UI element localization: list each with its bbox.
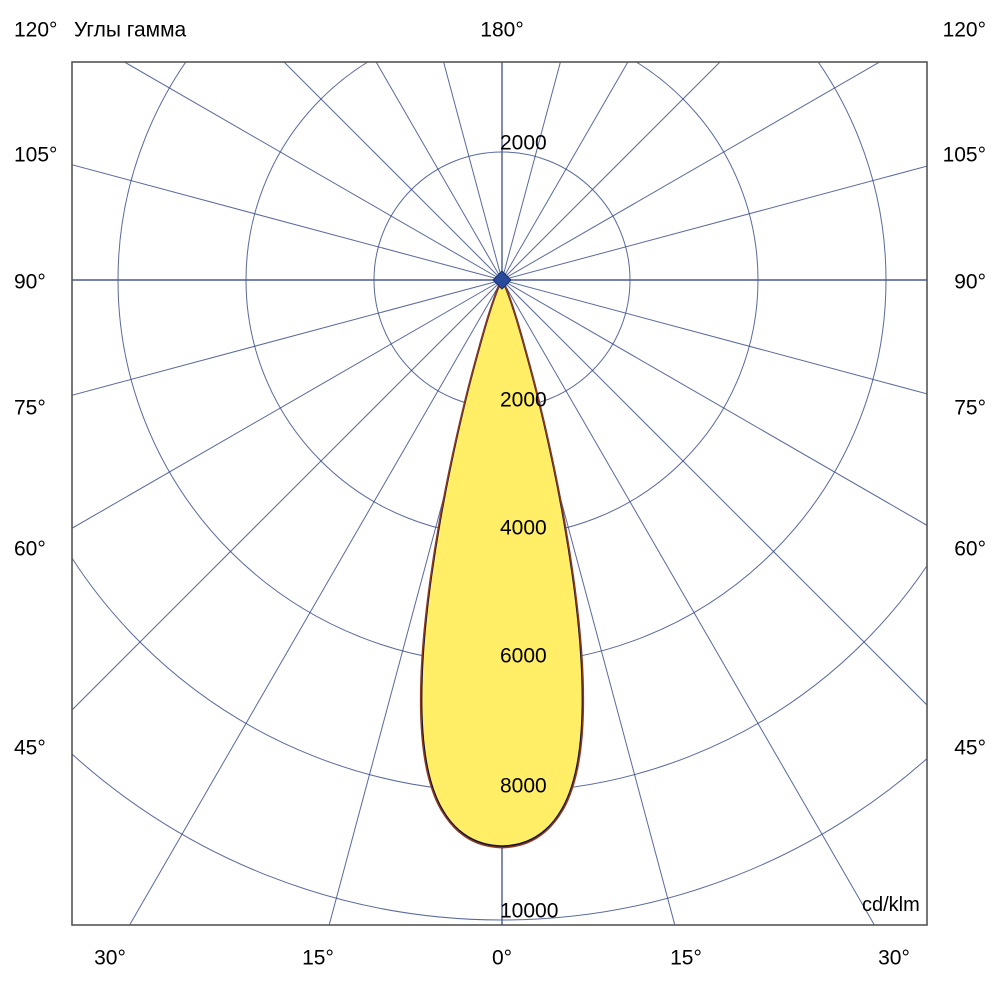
ring-label-2000-bottom: 2000 — [500, 388, 547, 412]
axis-label-bottom-30-left: 30° — [94, 946, 126, 970]
axis-label-left-60: 60° — [14, 537, 46, 561]
axis-label-right-105: 105° — [942, 143, 986, 167]
grid-spoke-210 — [129, 279, 503, 925]
axis-label-right-60: 60° — [954, 537, 986, 561]
ring-label-6000: 6000 — [500, 644, 547, 668]
axis-label-right-120: 120° — [942, 18, 986, 42]
origin-diamond — [492, 270, 512, 290]
plot-frame — [71, 61, 928, 926]
grid-spoke-75 — [501, 165, 927, 281]
axis-label-left-105: 105° — [14, 143, 58, 167]
grid-spoke-330 — [375, 62, 503, 281]
unit-label-cd-per-klm: cd/klm — [862, 894, 920, 916]
chart-title: Углы гамма — [74, 18, 187, 42]
axis-label-left-45: 45° — [14, 736, 46, 760]
ring-label-4000: 4000 — [500, 516, 547, 540]
grid-spoke-105 — [501, 279, 927, 395]
beam-fill-C0-C180 — [421, 280, 583, 847]
grid-spoke-345 — [443, 62, 503, 281]
grid-spoke-240 — [72, 279, 503, 529]
grid-spoke-15 — [501, 62, 561, 281]
axis-label-left-90: 90° — [14, 270, 46, 294]
origin-marker — [492, 270, 512, 290]
beam-outline-C90-C270 — [419, 279, 585, 849]
axis-label-left-120: 120° — [14, 18, 58, 42]
ring-label-10000: 10000 — [500, 899, 559, 923]
axis-label-bottom-15-left: 15° — [302, 946, 334, 970]
grid-spoke-285 — [72, 164, 503, 281]
axis-label-bottom-0: 0° — [491, 946, 513, 970]
axis-label-right-45: 45° — [954, 736, 986, 760]
grid-spoke-225 — [72, 279, 503, 711]
axis-label-bottom-15-right: 15° — [670, 946, 702, 970]
axis-label-bottom-30-right: 30° — [878, 946, 910, 970]
axis-label-right-75: 75° — [954, 396, 986, 420]
axis-label-top-180: 180° — [480, 18, 524, 42]
grid-spoke-300 — [123, 62, 503, 281]
plot-border — [71, 61, 928, 926]
grid-spoke-255 — [72, 279, 503, 396]
axis-label-left-75: 75° — [14, 396, 46, 420]
grid-spoke-150 — [501, 279, 875, 925]
grid-spoke-135 — [501, 279, 927, 706]
grid-spoke-120 — [501, 279, 927, 526]
grid-spoke-315 — [283, 62, 503, 281]
grid-spoke-60 — [501, 62, 881, 281]
axis-label-right-90: 90° — [954, 270, 986, 294]
grid-spoke-30 — [501, 62, 629, 281]
ring-label-8000: 8000 — [500, 774, 547, 798]
grid-spoke-45 — [501, 62, 721, 281]
ring-label-2000-top: 2000 — [500, 131, 547, 155]
distribution-curves — [419, 279, 585, 849]
